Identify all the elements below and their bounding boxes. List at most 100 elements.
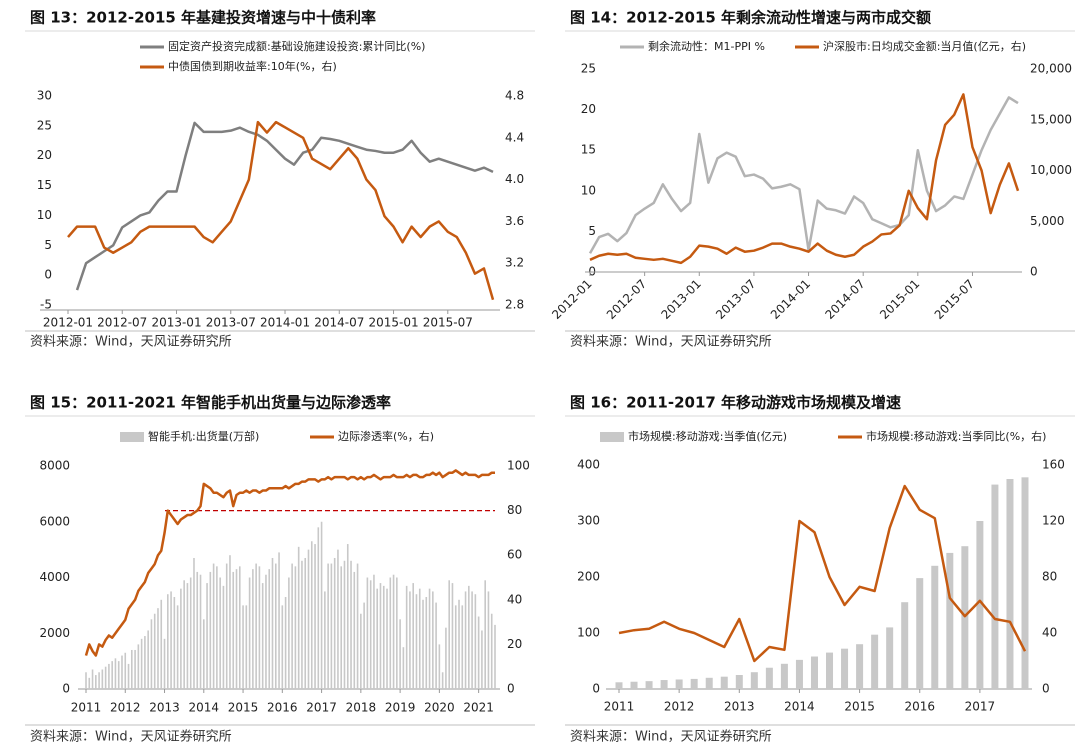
bar xyxy=(871,634,879,689)
bar xyxy=(245,605,248,689)
bar xyxy=(464,591,467,689)
bar xyxy=(212,563,215,689)
bar xyxy=(720,676,728,689)
bar xyxy=(392,574,395,689)
bar xyxy=(95,675,97,689)
x-tick-label: 2012-07 xyxy=(97,316,147,330)
legend-label: 智能手机:出货量(万部) xyxy=(148,429,259,443)
bar xyxy=(961,546,969,689)
chart-title: 图 16：2011-2017 年移动游戏市场规模及增速 xyxy=(570,394,901,412)
x-tick-label: 2013 xyxy=(724,700,755,714)
series-line xyxy=(589,93,1020,265)
bar xyxy=(284,597,287,689)
bar xyxy=(415,594,418,689)
legend-label: 边际渗透率(%，右) xyxy=(338,429,434,443)
bar xyxy=(360,613,362,689)
bar xyxy=(153,613,156,689)
x-tick-label: 2014 xyxy=(784,700,815,714)
bar xyxy=(386,588,388,689)
bar xyxy=(265,574,267,689)
bar xyxy=(931,565,939,689)
bar xyxy=(167,594,169,689)
legend-label: 市场规模:移动游戏:当季值(亿元) xyxy=(628,429,787,443)
y-tick-label: 300 xyxy=(577,514,600,528)
legend-label: 中债国债到期收益率:10年(%，右) xyxy=(168,59,337,73)
bar xyxy=(235,569,238,689)
bar xyxy=(346,544,349,689)
bar xyxy=(330,563,333,689)
x-tick-label: 2014-01 xyxy=(768,277,813,322)
legend-label: 固定资产投资完成额:基础设施建设投资:累计同比(%) xyxy=(168,39,425,53)
x-tick-label: 2015-01 xyxy=(368,316,418,330)
bar xyxy=(193,557,195,689)
bar xyxy=(288,577,290,689)
bar xyxy=(765,667,773,689)
x-tick-label: 2013-07 xyxy=(713,277,758,322)
bar xyxy=(750,672,758,689)
bar xyxy=(340,566,343,689)
y-tick-label: 160 xyxy=(1042,458,1065,472)
bar xyxy=(189,577,192,689)
bar xyxy=(186,583,189,689)
y-tick-label: 30 xyxy=(37,89,52,103)
y-tick-label: 20 xyxy=(581,102,596,116)
bar xyxy=(615,682,623,689)
bar xyxy=(242,605,244,689)
bar xyxy=(258,566,261,689)
bar xyxy=(117,661,120,689)
bar xyxy=(946,552,954,689)
x-tick-label: 2015-07 xyxy=(932,277,977,322)
bar xyxy=(268,569,271,689)
y-tick-label: 10 xyxy=(581,183,596,197)
bar xyxy=(379,583,382,689)
bar xyxy=(389,577,392,689)
y-tick-label: 15 xyxy=(581,143,596,157)
y-tick-label: 8000 xyxy=(39,459,70,473)
bar xyxy=(327,563,329,689)
bar xyxy=(490,613,493,689)
bar xyxy=(317,527,320,689)
x-tick-label: 2013-01 xyxy=(151,316,201,330)
bar xyxy=(104,666,107,689)
y-tick-label: 3.2 xyxy=(505,256,524,270)
y-tick-label: 0 xyxy=(507,682,515,696)
bar xyxy=(229,555,231,689)
bar xyxy=(690,678,698,689)
bar xyxy=(432,591,434,689)
bar xyxy=(461,605,464,689)
bar xyxy=(121,655,123,689)
y-tick-label: 80 xyxy=(507,503,522,517)
source-note: 资料来源：Wind，天风证券研究所 xyxy=(30,334,232,350)
bar xyxy=(216,566,218,689)
bar xyxy=(140,638,143,689)
bar xyxy=(173,597,176,689)
bar xyxy=(376,588,379,689)
bar xyxy=(114,658,117,689)
bar xyxy=(255,563,257,689)
x-tick-label: 2015 xyxy=(844,700,875,714)
y-tick-label: 20 xyxy=(37,148,52,162)
bar xyxy=(85,672,87,689)
chart-title: 图 14：2012-2015 年剩余流动性增速与两市成交额 xyxy=(570,9,931,27)
bar xyxy=(144,636,146,689)
bar xyxy=(396,577,398,689)
bar xyxy=(137,644,140,689)
y-tick-label: 4000 xyxy=(39,570,70,584)
bar xyxy=(422,599,424,689)
bar xyxy=(261,583,264,689)
chart-title: 图 15：2011-2021 年智能手机出货量与边际渗透率 xyxy=(30,394,391,412)
y-tick-label: 5 xyxy=(44,238,52,252)
y-tick-label: 25 xyxy=(37,118,52,132)
x-tick-label: 2012 xyxy=(110,701,141,715)
y-tick-label: 15 xyxy=(37,178,52,192)
bar xyxy=(660,680,668,689)
bar xyxy=(412,583,414,689)
bar xyxy=(297,546,300,689)
y-tick-label: 3.6 xyxy=(505,214,524,228)
bar xyxy=(222,585,225,689)
x-tick-label: 2011 xyxy=(71,701,102,715)
series-line xyxy=(67,120,495,301)
bar xyxy=(369,580,372,689)
y-tick-label: 10 xyxy=(37,208,52,222)
x-tick-label: 2017 xyxy=(306,701,337,715)
